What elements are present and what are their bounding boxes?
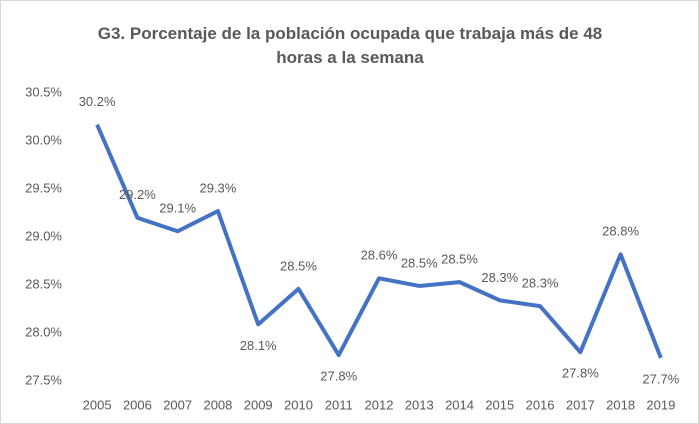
y-tick-label: 27.5% (25, 372, 62, 387)
y-tick-label: 30.5% (25, 84, 62, 99)
x-tick-label: 2016 (526, 397, 555, 412)
data-label: 29.1% (159, 201, 196, 216)
data-label: 28.3% (522, 276, 559, 291)
x-tick-label: 2007 (163, 397, 192, 412)
y-tick-label: 30.0% (25, 132, 62, 147)
x-tick-label: 2019 (646, 397, 675, 412)
data-label: 29.2% (119, 187, 156, 202)
data-label: 28.5% (280, 258, 317, 273)
x-tick-label: 2009 (244, 397, 273, 412)
x-tick-label: 2011 (325, 397, 353, 412)
data-label: 27.8% (562, 366, 599, 381)
data-label: 29.3% (199, 181, 236, 196)
x-tick-label: 2008 (203, 397, 232, 412)
y-tick-label: 29.5% (25, 180, 62, 195)
x-tick-label: 2006 (123, 397, 152, 412)
x-tick-label: 2005 (83, 397, 112, 412)
x-tick-label: 2014 (445, 397, 474, 412)
data-label: 28.1% (240, 338, 277, 353)
chart-title: G3. Porcentaje de la población ocupada q… (97, 24, 603, 67)
data-label: 28.8% (602, 224, 639, 239)
data-line (95, 123, 663, 359)
data-label: 28.5% (441, 252, 478, 267)
x-tick-label: 2018 (606, 397, 635, 412)
x-tick-label: 2010 (284, 397, 313, 412)
y-tick-label: 29.0% (25, 228, 62, 243)
x-tick-label: 2013 (405, 397, 434, 412)
data-label: 27.7% (642, 371, 679, 386)
data-label: 28.3% (481, 270, 518, 285)
data-label: 28.6% (361, 248, 398, 263)
x-tick-label: 2012 (365, 397, 394, 412)
y-tick-label: 28.0% (25, 324, 62, 339)
y-tick-label: 28.5% (25, 276, 62, 291)
x-tick-label: 2017 (566, 397, 595, 412)
data-label: 27.8% (320, 369, 357, 384)
x-tick-label: 2015 (485, 397, 514, 412)
data-label: 30.2% (79, 94, 116, 109)
data-label: 28.5% (401, 255, 438, 270)
